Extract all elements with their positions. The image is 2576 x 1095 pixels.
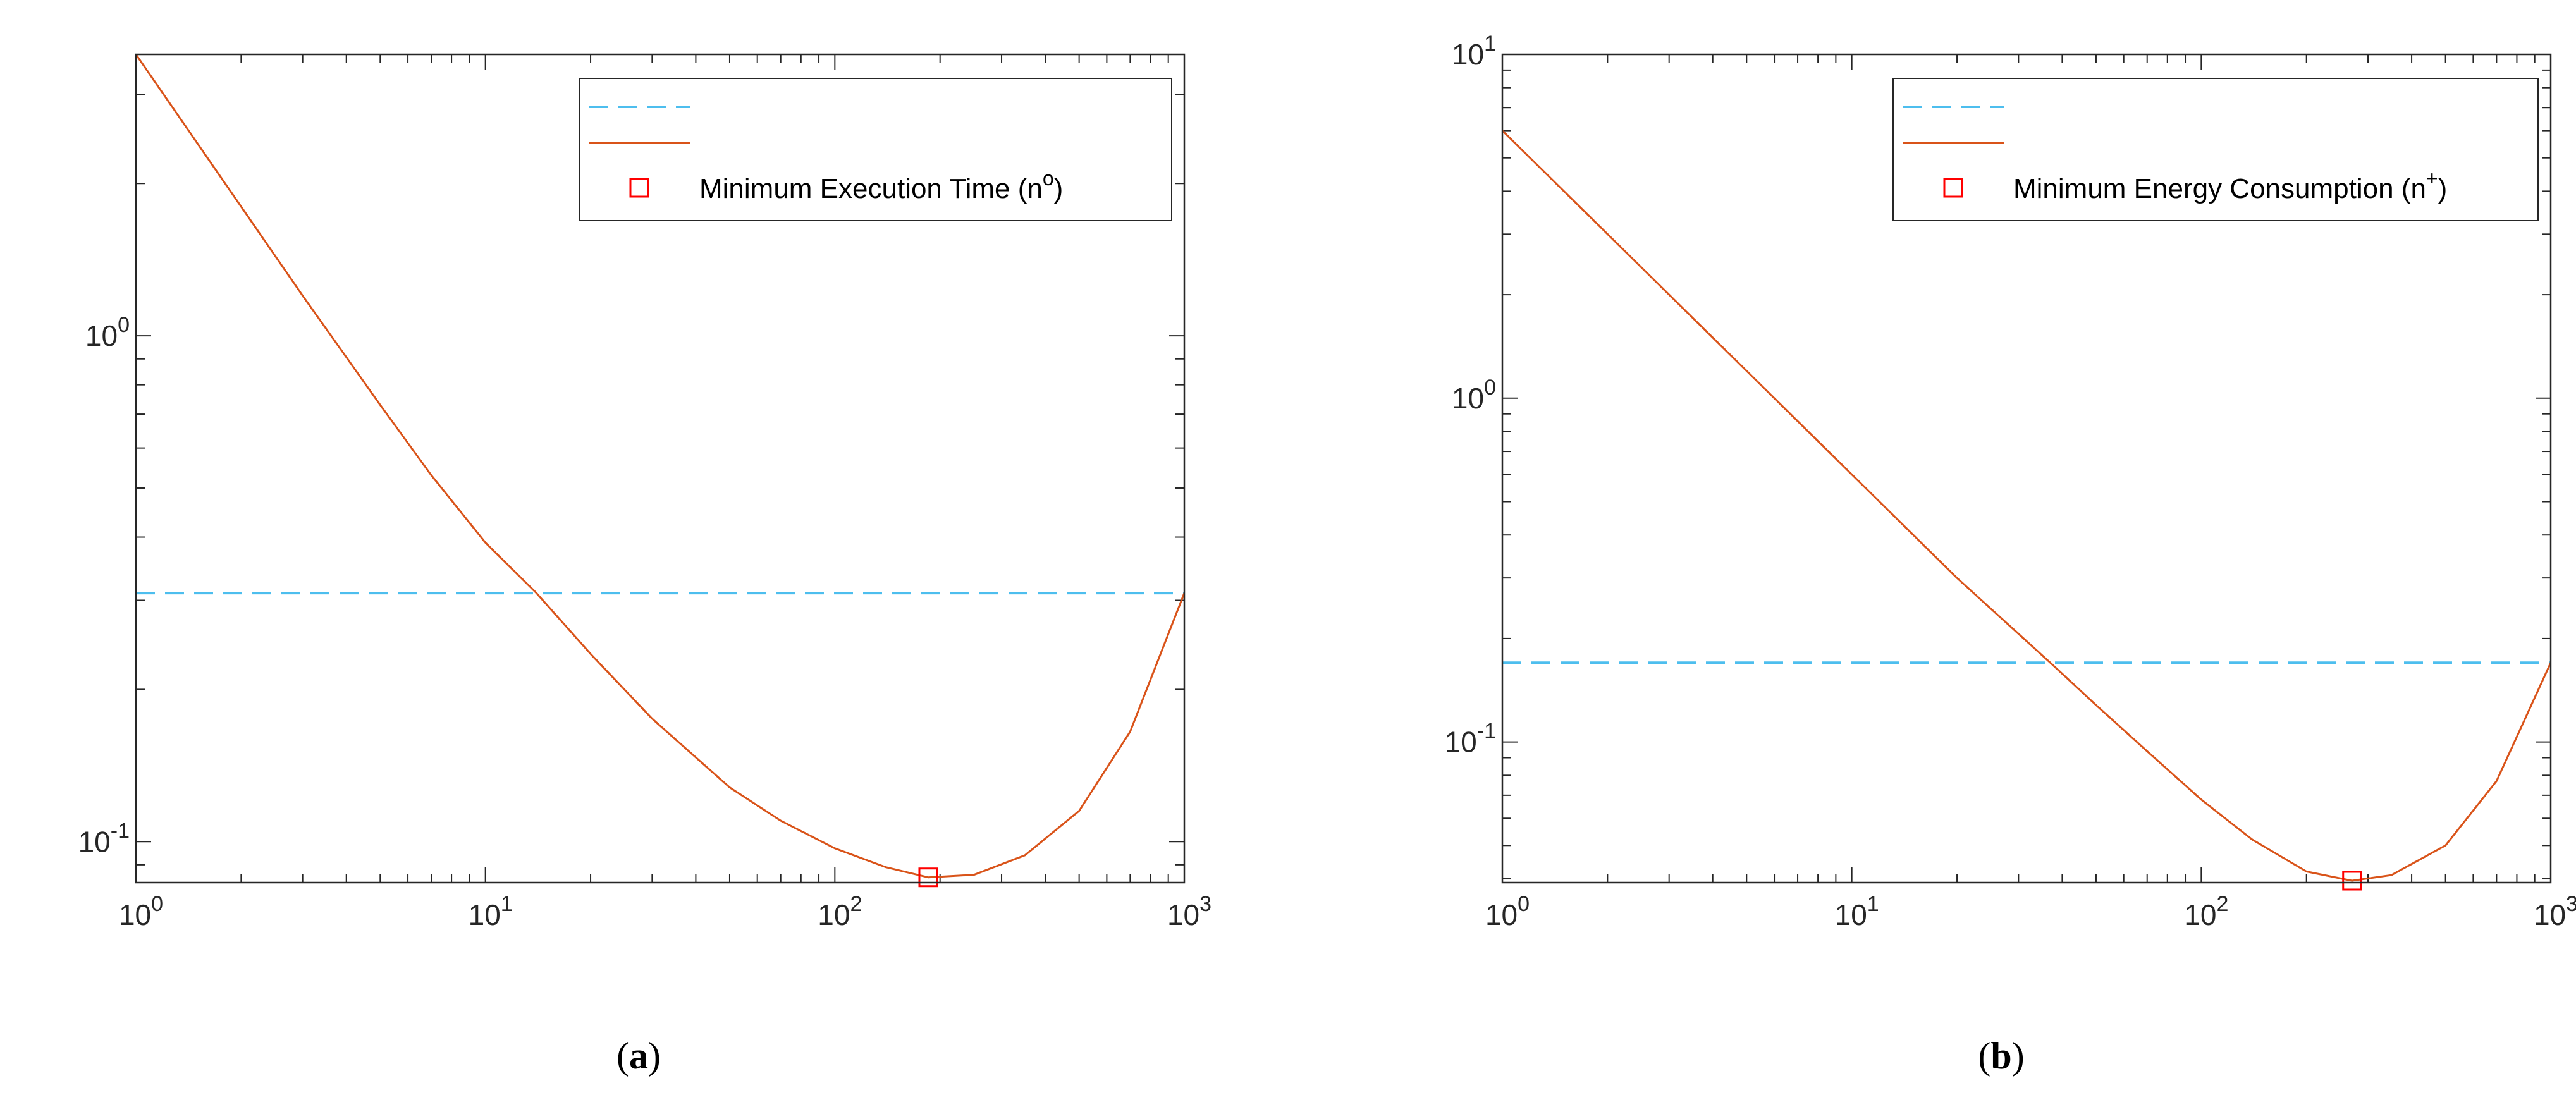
series-group	[1502, 130, 2551, 882]
x-tick-label: 100	[1485, 892, 1530, 931]
legend-label: Minimum Execution Time (no)	[699, 167, 1063, 204]
subfigure-label: (b)	[1978, 1035, 2024, 1077]
subfigure-label: (a)	[616, 1035, 661, 1077]
subfigure-paren-open: (	[616, 1035, 629, 1077]
legend: Minimum Execution Time (no)	[579, 78, 1172, 221]
legend-label-text: Minimum Execution Time (n	[699, 173, 1043, 204]
x-tick-label-base: 10	[2184, 898, 2216, 931]
legend: Minimum Energy Consumption (n+)	[1892, 78, 2539, 221]
x-tick-label-base: 10	[1167, 898, 1199, 931]
axes-box	[1501, 53, 2552, 884]
axes-box	[135, 53, 1186, 884]
x-tick-label: 100	[119, 892, 163, 931]
minimum-marker	[2342, 871, 2362, 891]
x-tick-label-base: 10	[818, 898, 850, 931]
y-tick-label: 10-1	[1445, 719, 1496, 759]
x-tick-label-base: 10	[469, 898, 501, 931]
x-tick-label-exponent: 0	[151, 892, 163, 916]
y-tick-label-exponent: -1	[1477, 719, 1496, 743]
legend-box	[579, 78, 1172, 221]
series-line-with-checkpoints	[1502, 130, 2551, 882]
subfigure-paren-open: (	[1978, 1035, 1990, 1077]
subfigure-letter: a	[629, 1035, 648, 1077]
x-tick-label: 102	[818, 892, 862, 931]
x-tick-label-exponent: 1	[1867, 892, 1879, 916]
subfigure-paren-close: )	[2012, 1035, 2025, 1077]
y-tick-label: 10-1	[78, 819, 130, 858]
legend-label-close: )	[2438, 173, 2448, 204]
x-tick-label: 103	[2534, 892, 2576, 931]
legend-label-text: Minimum Energy Consumption (n	[2013, 173, 2426, 204]
subfigure-letter: b	[1990, 1035, 2011, 1077]
series-group	[136, 54, 1184, 879]
x-tick-label: 102	[2184, 892, 2228, 931]
legend-swatch-marker	[629, 178, 649, 198]
y-tick-label: 100	[85, 313, 130, 352]
x-tick-label: 103	[1167, 892, 1211, 931]
x-tick-label-base: 10	[1485, 898, 1518, 931]
x-tick-label-exponent: 1	[501, 892, 513, 916]
legend-box	[1892, 78, 2539, 221]
x-tick-label-exponent: 3	[1199, 892, 1211, 916]
x-tick-label-base: 10	[1835, 898, 1867, 931]
legend-label-superscript: o	[1043, 167, 1054, 190]
x-tick-label-exponent: 3	[2566, 892, 2576, 916]
minimum-marker	[918, 867, 938, 888]
y-tick-label: 101	[1452, 32, 1496, 71]
series-line-with-checkpoints	[136, 54, 1184, 879]
x-tick-label-exponent: 2	[2216, 892, 2228, 916]
legend-swatch-marker	[1943, 178, 1963, 198]
y-tick-label-exponent: 0	[1484, 376, 1496, 400]
subfigure-paren-close: )	[648, 1035, 661, 1077]
y-tick-label-base: 10	[1452, 38, 1484, 71]
legend-label-superscript: +	[2426, 167, 2438, 190]
y-tick-label-base: 10	[78, 825, 111, 858]
x-tick-label-base: 10	[119, 898, 151, 931]
legend-label: Minimum Energy Consumption (n+)	[2013, 167, 2447, 204]
x-tick-label-exponent: 0	[1518, 892, 1530, 916]
y-tick-label-base: 10	[1452, 382, 1484, 415]
x-tick-label-exponent: 2	[850, 892, 862, 916]
x-tick-label: 101	[469, 892, 513, 931]
legend-label-close: )	[1054, 173, 1064, 204]
y-tick-label-exponent: 1	[1484, 32, 1496, 56]
y-tick-label: 100	[1452, 376, 1496, 415]
y-tick-label-base: 10	[1445, 726, 1477, 759]
y-tick-label-base: 10	[85, 319, 118, 352]
x-tick-label: 101	[1835, 892, 1879, 931]
x-tick-label-base: 10	[2534, 898, 2566, 931]
y-tick-label-exponent: 0	[118, 313, 130, 337]
y-tick-label-exponent: -1	[111, 819, 130, 843]
